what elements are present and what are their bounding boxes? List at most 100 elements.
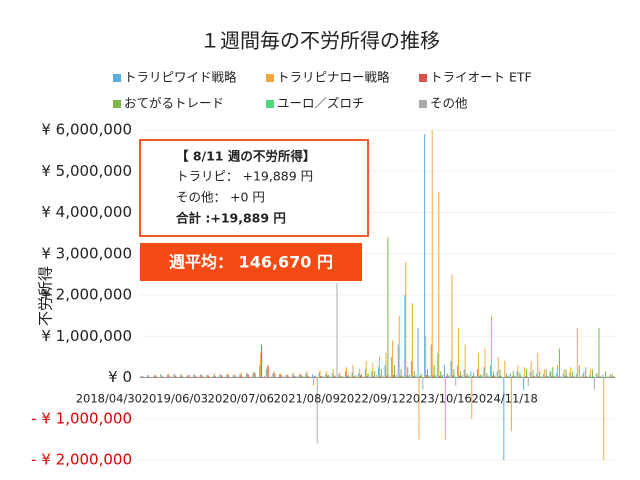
bar	[443, 365, 445, 378]
bar	[567, 376, 569, 378]
bar	[549, 371, 551, 378]
bar	[332, 369, 334, 378]
bar	[191, 376, 193, 378]
bar	[553, 375, 555, 378]
info-heading: 【 8/11 週の不労所得】	[176, 149, 315, 164]
bar	[459, 375, 461, 378]
bar	[464, 344, 466, 378]
bar	[141, 376, 143, 378]
bar	[512, 371, 514, 378]
bar	[415, 375, 417, 378]
bar	[412, 376, 414, 378]
bar	[360, 375, 362, 378]
bar	[272, 373, 274, 378]
bar	[579, 376, 581, 378]
bar	[514, 375, 516, 378]
bar	[543, 369, 545, 378]
info-line: その他： +0 円	[176, 190, 265, 205]
bar	[461, 375, 463, 378]
average-text: 週平均： 146,670 円	[169, 253, 333, 272]
bar	[336, 282, 338, 378]
bar	[610, 376, 612, 378]
bar	[545, 369, 547, 378]
bar	[401, 376, 403, 378]
bar	[320, 376, 322, 378]
bar	[559, 376, 561, 378]
bar	[161, 375, 163, 378]
bar	[498, 376, 500, 378]
bar	[344, 371, 346, 378]
bar	[494, 375, 496, 378]
bar	[400, 369, 402, 378]
bar	[338, 374, 340, 378]
bar	[437, 352, 439, 378]
bar	[180, 375, 182, 378]
y-tick-label: ¥ 0	[108, 368, 132, 386]
bar	[518, 376, 520, 378]
bar	[524, 367, 526, 378]
bar	[404, 295, 406, 378]
bar	[475, 375, 477, 378]
bar	[326, 371, 328, 378]
bar	[510, 377, 512, 432]
bar	[303, 376, 305, 378]
bar	[599, 376, 601, 378]
bar	[444, 377, 446, 440]
y-tick-label: ¥ 2,000,000	[41, 286, 132, 304]
bar	[531, 376, 533, 378]
bar	[155, 375, 157, 378]
bar	[465, 376, 467, 378]
bar	[246, 373, 248, 378]
bar	[455, 377, 457, 386]
bar	[523, 377, 525, 390]
bar	[226, 374, 228, 378]
bar	[573, 376, 575, 378]
bar	[516, 371, 518, 378]
bar	[310, 376, 312, 378]
bar	[389, 375, 391, 378]
bar	[574, 375, 576, 378]
bar	[244, 376, 246, 378]
bar	[217, 376, 219, 378]
bar	[174, 374, 176, 378]
bar	[277, 376, 279, 378]
bar	[267, 365, 269, 378]
bar	[311, 374, 313, 378]
bar	[419, 375, 421, 378]
bar	[382, 375, 384, 378]
bar	[171, 376, 173, 378]
bar	[560, 376, 562, 378]
y-tick-label: ¥ 4,000,000	[41, 203, 132, 221]
bar	[593, 377, 595, 390]
legend-label: トラリピワイド戦略	[124, 70, 237, 85]
x-tick-label: 2024/11/18	[472, 392, 538, 406]
bar	[417, 328, 419, 378]
bar	[301, 375, 303, 378]
bar	[569, 372, 571, 378]
bar	[612, 376, 614, 378]
bar	[438, 191, 440, 378]
bar	[483, 367, 485, 378]
bar	[572, 371, 574, 378]
bar	[459, 371, 461, 378]
bar	[180, 373, 182, 378]
bar	[517, 365, 519, 378]
bar	[578, 365, 580, 378]
y-tick-label: ¥ 5,000,000	[41, 162, 132, 180]
bar	[204, 376, 206, 378]
x-tick-label: 2023/10/16	[406, 392, 472, 406]
bar	[534, 375, 536, 378]
bar	[609, 374, 611, 378]
bar	[306, 371, 308, 378]
legend-label: おてがるトレード	[124, 96, 224, 111]
bar	[597, 376, 599, 378]
bar	[194, 374, 196, 378]
bar	[147, 375, 149, 378]
bar	[499, 369, 501, 378]
bar	[433, 365, 435, 378]
bar	[544, 376, 546, 378]
bar	[292, 373, 294, 378]
bar	[589, 375, 591, 378]
bar	[486, 373, 488, 378]
bar	[420, 373, 422, 378]
